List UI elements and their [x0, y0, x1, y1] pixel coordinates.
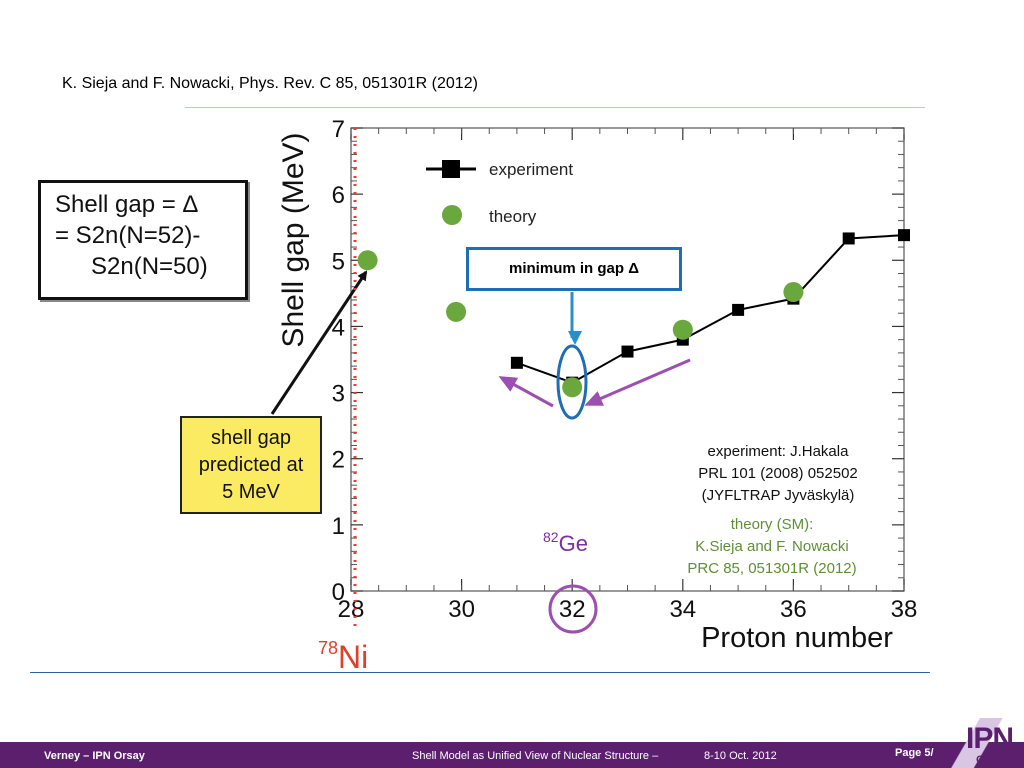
footer-title: Shell Model as Unified View of Nuclear S…	[412, 750, 659, 762]
theory-point	[783, 282, 804, 303]
y-tick-label: 1	[332, 513, 345, 540]
footer-author: Verney – IPN Orsay	[44, 750, 145, 762]
ge82-label: 82Ge	[543, 529, 588, 556]
footer-dates: 8-10 Oct. 2012	[704, 750, 777, 762]
logo-swoosh	[940, 718, 1024, 768]
page-number: Page 5/	[895, 747, 934, 759]
y-axis-label: Shell gap (MeV)	[277, 132, 310, 347]
bottom-divider	[30, 672, 930, 673]
legend-theory-label: theory	[489, 207, 537, 226]
plot-frame	[350, 127, 905, 592]
y-tick-label: 5	[332, 248, 345, 275]
x-axis-label: Proton number	[701, 622, 893, 654]
shell-gap-callout: shell gap predicted at 5 MeV	[180, 416, 322, 514]
logo-orsay: ORSAY	[976, 754, 1015, 766]
theory-point	[672, 319, 693, 340]
ni78-label: 78Ni	[318, 638, 368, 675]
ni78-symbol: Ni	[338, 639, 368, 675]
callout-line3: 5 MeV	[222, 481, 280, 503]
x-tick-label: 36	[780, 596, 807, 623]
experiment-point	[898, 229, 910, 242]
footer-bar: Verney – IPN Orsay Shell Model as Unifie…	[0, 742, 1024, 768]
x-tick-label: 28	[338, 596, 365, 623]
experiment-point	[732, 303, 745, 316]
theory-point	[562, 377, 583, 398]
y-tick-label: 0	[332, 579, 345, 606]
legend-experiment-label: experiment	[489, 160, 573, 179]
definition-line3: S2n(N=50)	[91, 253, 208, 280]
definition-line2: = S2n(N=52)-	[55, 222, 201, 249]
experiment-point	[842, 232, 855, 245]
citation: K. Sieja and F. Nowacki, Phys. Rev. C 85…	[62, 75, 478, 92]
callout-line1: shell gap	[210, 427, 292, 449]
ipn-orsay-logo: IPN ORSAY	[940, 718, 1024, 768]
experiment-line	[516, 234, 905, 384]
definition-line1: Shell gap = Δ	[55, 191, 199, 218]
z32-circle	[548, 584, 598, 634]
trend-arrow-left	[498, 376, 554, 408]
ref-th-line1: theory (SM):	[731, 516, 814, 533]
ref-th-line3: PRC 85, 051301R (2012)	[687, 560, 856, 577]
logo-ipn: IPN	[966, 722, 1014, 755]
experiment-point	[510, 356, 523, 369]
callout-arrow	[270, 270, 368, 415]
y-tick-label: 6	[332, 182, 345, 209]
minimum-gap-callout: minimum in gap Δ	[466, 247, 682, 291]
callout-line2: predicted at	[198, 454, 304, 476]
ref-th-line2: K.Sieja and F. Nowacki	[695, 538, 848, 555]
x-tick-label: 38	[891, 596, 918, 623]
theory-point	[446, 301, 467, 322]
ge82-mass: 82	[543, 529, 559, 545]
minimum-ellipse	[556, 344, 588, 420]
shell-gap-definition-box: Shell gap = Δ = S2n(N=52)- S2n(N=50)	[38, 180, 248, 300]
x-tick-label: 34	[669, 596, 696, 623]
legend-theory-marker	[442, 205, 462, 225]
ge82-symbol: Ge	[559, 531, 588, 556]
legend-experiment-marker	[442, 160, 460, 178]
top-divider	[185, 107, 925, 108]
ni78-mass: 78	[318, 638, 338, 658]
y-tick-label: 2	[332, 447, 345, 474]
ref-exp-line3: (JYFLTRAP Jyväskylä)	[702, 487, 855, 504]
y-tick-label: 3	[332, 381, 345, 408]
ref-exp-line1: experiment: J.Hakala	[708, 443, 850, 460]
experiment-point	[621, 345, 634, 358]
theory-point	[357, 250, 378, 271]
ref-exp-line2: PRL 101 (2008) 052502	[698, 465, 858, 482]
x-tick-label: 32	[559, 596, 586, 623]
trend-arrow-right	[584, 358, 691, 406]
y-tick-label: 7	[332, 116, 345, 143]
x-tick-label: 30	[448, 596, 475, 623]
